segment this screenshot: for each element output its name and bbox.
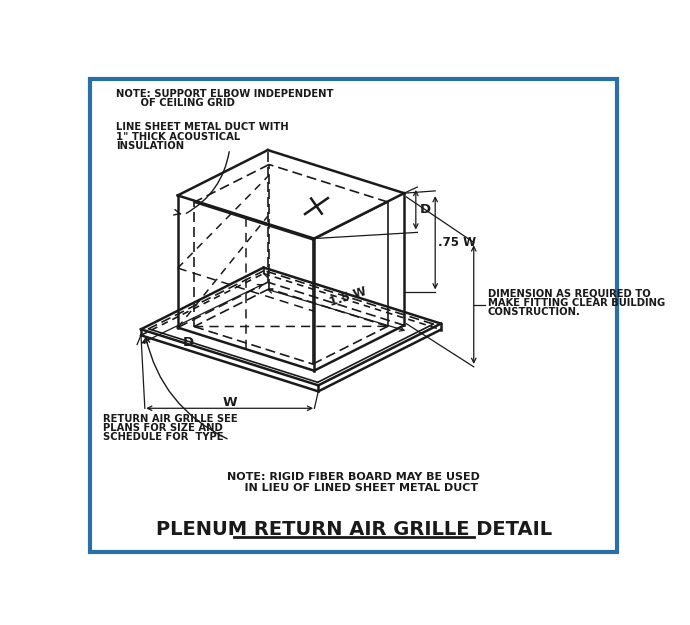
Text: MAKE FITTING CLEAR BUILDING: MAKE FITTING CLEAR BUILDING [488, 298, 665, 308]
Text: PLENUM RETURN AIR GRILLE DETAIL: PLENUM RETURN AIR GRILLE DETAIL [155, 520, 552, 539]
Text: .75 W: .75 W [438, 236, 476, 249]
Text: NOTE: RIGID FIBER BOARD MAY BE USED: NOTE: RIGID FIBER BOARD MAY BE USED [227, 472, 480, 482]
Text: OF CEILING GRID: OF CEILING GRID [116, 98, 235, 107]
Text: RETURN AIR GRILLE SEE: RETURN AIR GRILLE SEE [104, 414, 238, 424]
Text: DIMENSION AS REQUIRED TO: DIMENSION AS REQUIRED TO [488, 289, 651, 299]
Text: LINE SHEET METAL DUCT WITH: LINE SHEET METAL DUCT WITH [116, 122, 288, 132]
Text: 1.5 W: 1.5 W [328, 286, 368, 309]
Text: 1" THICK ACOUSTICAL: 1" THICK ACOUSTICAL [116, 132, 240, 142]
Text: NOTE: SUPPORT ELBOW INDEPENDENT: NOTE: SUPPORT ELBOW INDEPENDENT [116, 89, 333, 99]
Text: W: W [222, 396, 237, 409]
Text: PLANS FOR SIZE AND: PLANS FOR SIZE AND [104, 422, 223, 432]
Text: SCHEDULE FOR  TYPE: SCHEDULE FOR TYPE [104, 432, 224, 442]
Text: IN LIEU OF LINED SHEET METAL DUCT: IN LIEU OF LINED SHEET METAL DUCT [229, 482, 478, 492]
Text: CONSTRUCTION.: CONSTRUCTION. [488, 308, 580, 318]
Text: INSULATION: INSULATION [116, 141, 184, 151]
Text: D: D [420, 203, 431, 216]
Text: D: D [183, 336, 194, 349]
